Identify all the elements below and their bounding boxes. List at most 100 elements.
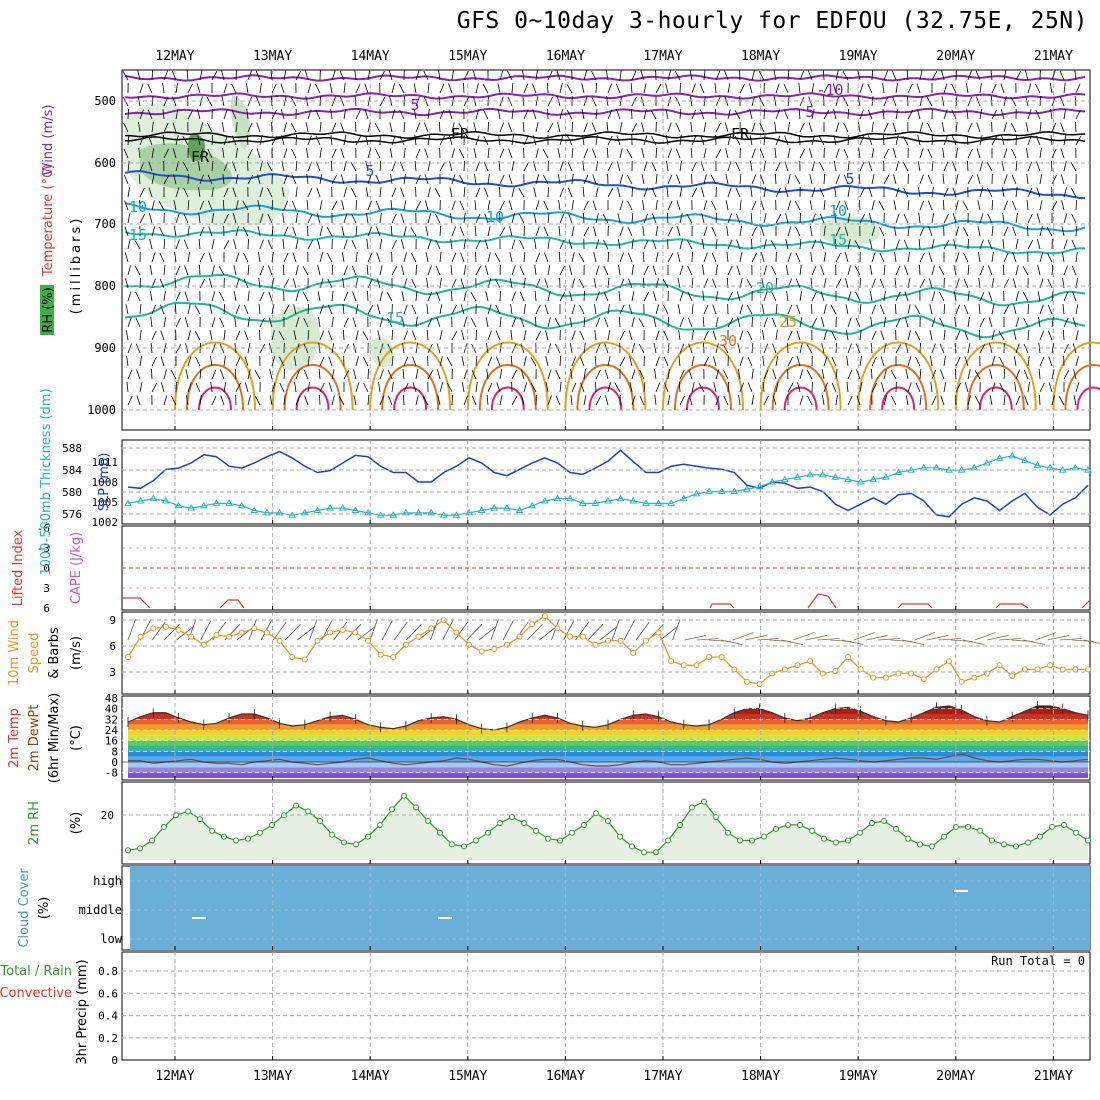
slp-tick: 1002 bbox=[92, 516, 119, 529]
wind-barb bbox=[907, 356, 912, 367]
wind-barb bbox=[715, 70, 721, 81]
wind-barb bbox=[761, 278, 765, 289]
wind10m-grid bbox=[174, 612, 1054, 694]
wind-barb bbox=[220, 395, 225, 406]
wind-barb bbox=[283, 200, 288, 211]
data-point bbox=[701, 798, 707, 805]
wind-barb bbox=[566, 109, 573, 120]
wind-barb bbox=[459, 174, 465, 185]
wind-barb bbox=[675, 122, 681, 133]
wind-barb bbox=[485, 265, 489, 276]
wind-barb bbox=[317, 239, 321, 250]
wind-barb bbox=[544, 252, 549, 263]
wind-barb bbox=[295, 213, 298, 224]
wind-barb bbox=[367, 148, 372, 159]
wind-barb bbox=[893, 226, 897, 237]
temp-band bbox=[128, 746, 1088, 752]
wind-barb bbox=[883, 238, 886, 250]
wind-barb bbox=[651, 135, 657, 146]
wind-barb bbox=[785, 213, 789, 224]
wind-barb bbox=[679, 369, 685, 380]
wind-barb bbox=[643, 109, 647, 120]
data-point bbox=[933, 666, 940, 673]
wind-barb bbox=[725, 200, 729, 211]
wind-barb bbox=[547, 70, 553, 81]
wind-barb bbox=[258, 252, 261, 263]
wind-barb bbox=[1063, 161, 1067, 172]
wind-barb bbox=[391, 213, 397, 224]
wind-barb bbox=[915, 382, 921, 393]
wind-barb bbox=[307, 225, 309, 237]
wind-barb bbox=[1013, 304, 1017, 315]
data-point bbox=[870, 674, 877, 681]
wind-barb bbox=[823, 304, 827, 315]
cloud-tick: low bbox=[100, 932, 122, 946]
wind-barb bbox=[415, 122, 421, 133]
wind-barb bbox=[989, 369, 993, 380]
wind-barb bbox=[235, 330, 241, 341]
wind-barb bbox=[208, 200, 213, 211]
wind-barb bbox=[211, 317, 216, 328]
wind-barb bbox=[847, 161, 850, 172]
wind-barb bbox=[242, 226, 249, 237]
wind-barb bbox=[1039, 226, 1043, 237]
wind-barb bbox=[943, 83, 948, 94]
wind-barb bbox=[451, 148, 455, 159]
wind-barb bbox=[583, 290, 585, 302]
wind-barb bbox=[1036, 161, 1041, 172]
wind-barb bbox=[1070, 187, 1077, 198]
wind-barb bbox=[319, 122, 322, 133]
wind-barb bbox=[691, 161, 697, 172]
wind-barb bbox=[259, 239, 264, 250]
wind-barb bbox=[978, 252, 981, 263]
wind-barb bbox=[459, 200, 465, 211]
wind-barb bbox=[700, 109, 705, 120]
wind10m-barb bbox=[478, 626, 497, 641]
wind-barb bbox=[567, 187, 573, 198]
wind-barb bbox=[938, 266, 945, 276]
wind-barb bbox=[222, 148, 225, 159]
wind10m-barb bbox=[285, 623, 301, 641]
wind-barb bbox=[376, 226, 381, 237]
wind-barb bbox=[521, 395, 525, 406]
wind-barb bbox=[319, 304, 324, 315]
wind-barb bbox=[759, 148, 765, 159]
rh-shading bbox=[125, 95, 880, 371]
data-point bbox=[706, 654, 713, 661]
wind-barb bbox=[363, 382, 369, 393]
wind10m-barb bbox=[938, 638, 961, 641]
wind-axis-title: Wind (m/s) bbox=[41, 105, 56, 176]
data-point bbox=[251, 625, 258, 632]
wind-barb bbox=[979, 317, 985, 328]
wind-barb bbox=[485, 317, 489, 328]
wind-barb bbox=[206, 97, 213, 107]
data-point bbox=[351, 506, 360, 513]
data-point bbox=[1085, 837, 1091, 844]
wind-barb bbox=[568, 213, 573, 224]
wind-barb bbox=[211, 187, 214, 198]
data-point bbox=[197, 816, 203, 823]
wind-barb bbox=[499, 317, 502, 328]
wind10m-barb bbox=[164, 623, 180, 641]
wind-barb bbox=[523, 147, 525, 159]
wind-barb bbox=[953, 291, 957, 302]
temperature-contour bbox=[124, 92, 1086, 100]
wind-barb bbox=[511, 317, 517, 328]
wind-barb bbox=[931, 265, 935, 276]
wind-barb bbox=[218, 266, 225, 276]
data-point bbox=[970, 463, 979, 471]
wind-barb bbox=[269, 369, 273, 380]
wind-barb bbox=[353, 369, 357, 380]
wind-barb bbox=[271, 304, 275, 315]
wind-barb bbox=[163, 175, 170, 185]
wind-barb bbox=[484, 239, 489, 250]
wind-barb bbox=[331, 70, 336, 81]
wind-barb bbox=[567, 135, 573, 146]
wind-barb bbox=[845, 278, 849, 289]
wind-barb bbox=[475, 161, 480, 172]
wind-barb bbox=[690, 148, 693, 159]
wind-barb bbox=[667, 316, 670, 328]
wind-barb bbox=[619, 200, 624, 211]
data-point bbox=[1085, 666, 1091, 673]
